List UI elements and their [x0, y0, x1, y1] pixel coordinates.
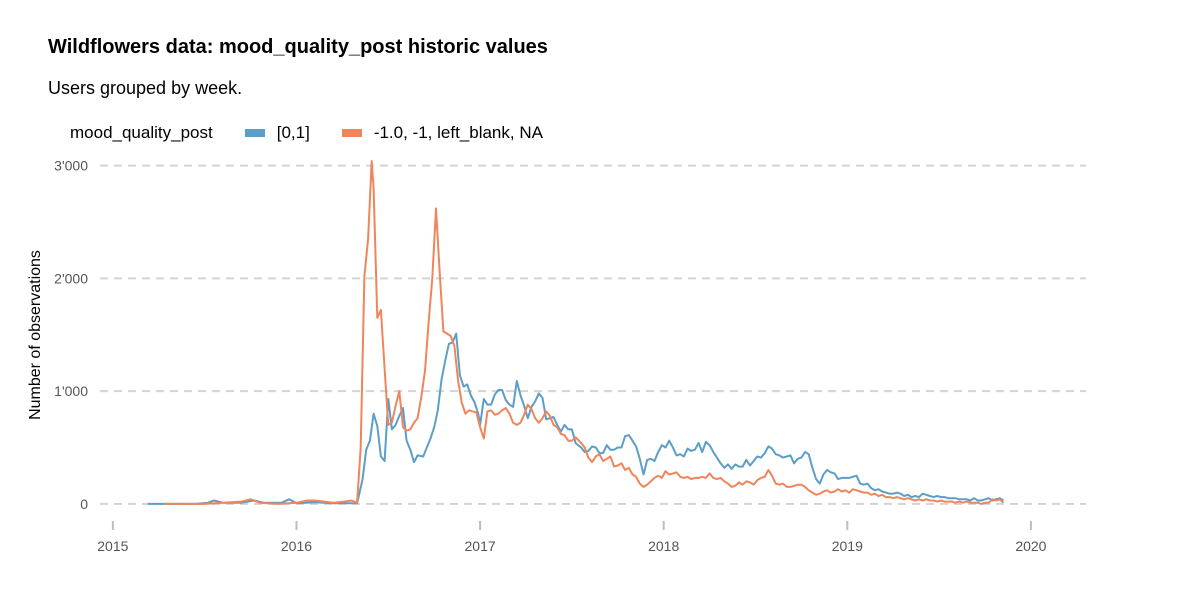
gridlines — [100, 164, 1086, 505]
axes: 0 1'000 2'000 3'000 2015 2016 2017 2018 2019 2020 — [54, 158, 1047, 554]
legend: mood_quality_post [0,1] -1.0, -1, left_b… — [70, 121, 575, 145]
legend-item-series-0: [0,1] — [244, 123, 310, 143]
y-axis-title: Number of observations — [27, 250, 44, 420]
y-tick-label-1: 1'000 — [54, 383, 88, 399]
legend-swatch-series-1 — [341, 129, 362, 137]
x-tick-label-2: 2017 — [465, 538, 496, 554]
x-tick-label-4: 2019 — [832, 538, 863, 554]
legend-label-series-0: [0,1] — [276, 123, 310, 142]
series-lines — [147, 160, 1005, 505]
series-line-0 — [147, 332, 1004, 505]
x-tick-label-1: 2016 — [281, 538, 312, 554]
legend-title: mood_quality_post — [70, 123, 213, 142]
y-tick-label-0: 0 — [80, 496, 88, 512]
y-tick-label-3: 3'000 — [54, 158, 88, 174]
y-tick-label-2: 2'000 — [54, 270, 88, 286]
x-tick-label-5: 2020 — [1015, 538, 1046, 554]
chart-subtitle: Users grouped by week. — [48, 78, 243, 98]
series-line-1 — [164, 160, 1005, 505]
x-tick-label-0: 2015 — [97, 538, 128, 554]
legend-label-series-1: -1.0, -1, left_blank, NA — [373, 123, 543, 142]
chart-title: Wildflowers data: mood_quality_post hist… — [48, 36, 548, 58]
legend-item-series-1: -1.0, -1, left_blank, NA — [341, 123, 543, 143]
x-tick-label-3: 2018 — [648, 538, 679, 554]
legend-swatch-series-0 — [244, 129, 265, 137]
